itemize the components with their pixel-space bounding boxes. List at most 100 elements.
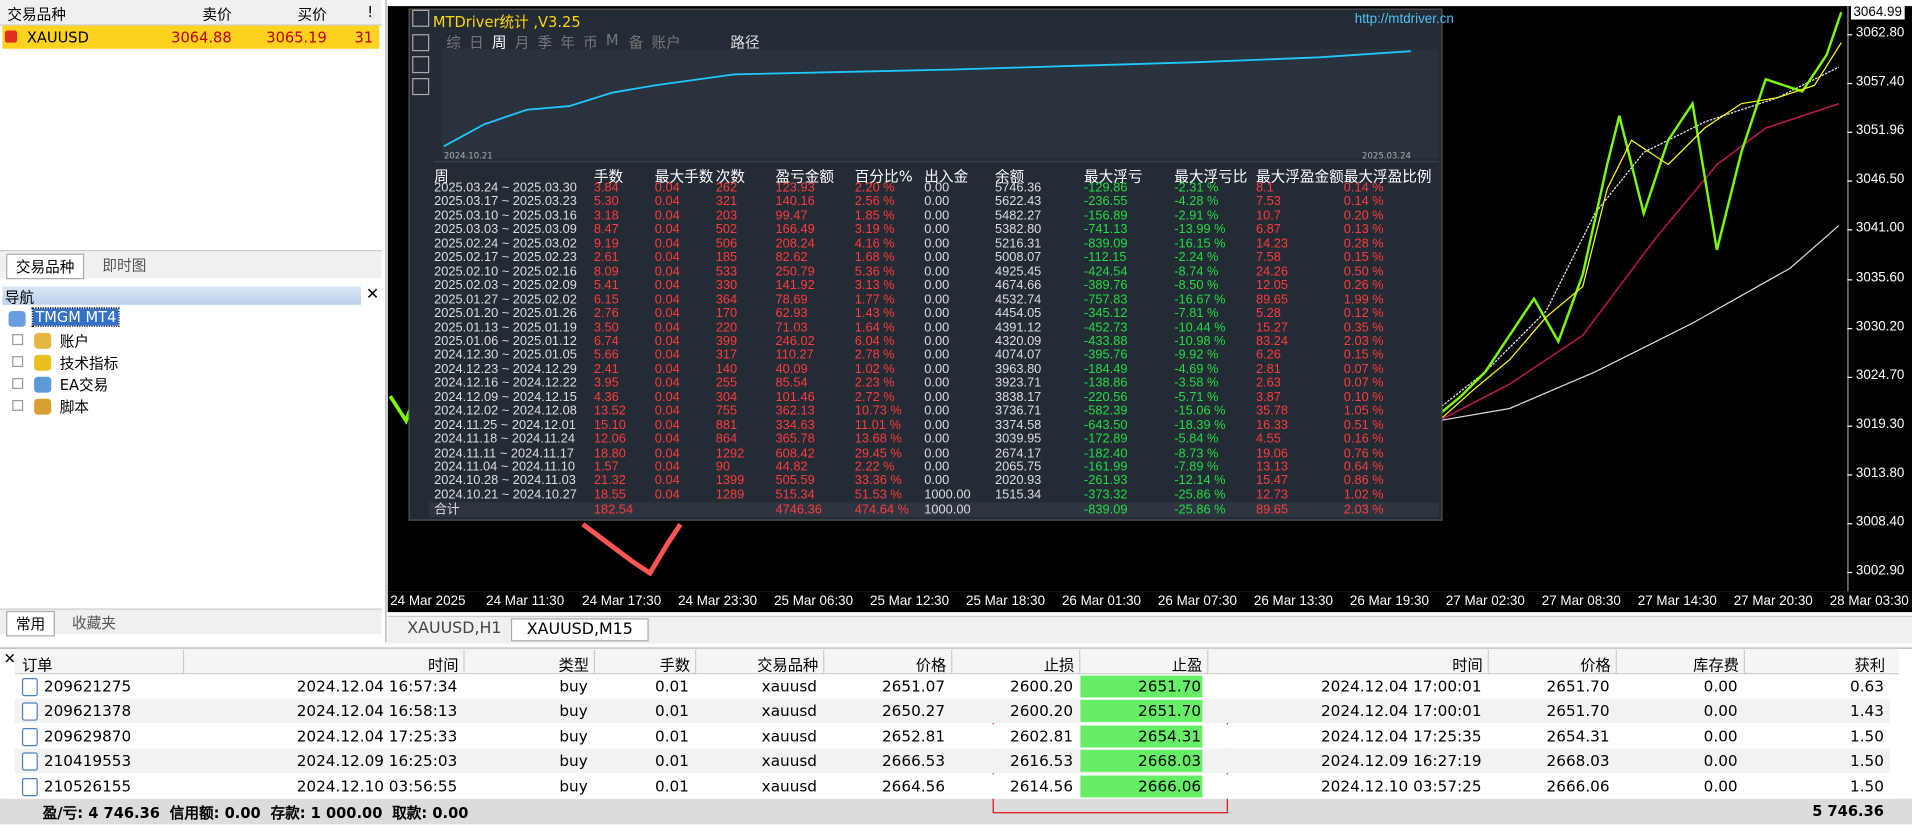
period-tab[interactable]: 日 bbox=[469, 34, 484, 52]
stats-cell: 0.04 bbox=[654, 431, 680, 447]
stats-header: 周 bbox=[434, 168, 449, 186]
stats-cell: 502 bbox=[715, 222, 738, 237]
stats-cell: 7.53 bbox=[1255, 194, 1281, 210]
stats-cell: 0.04 bbox=[654, 417, 680, 433]
panel-button[interactable] bbox=[412, 9, 430, 27]
row-bg bbox=[14, 674, 1891, 699]
stats-cell: 2025.02.03 ~ 2025.02.09 bbox=[434, 278, 577, 293]
time-label: 27 Mar 20:30 bbox=[1733, 593, 1813, 609]
period-tab[interactable]: M bbox=[605, 31, 619, 49]
symbol-icon bbox=[4, 30, 18, 43]
stats-cell: 330 bbox=[715, 278, 738, 293]
stats-total: -839.09 bbox=[1084, 502, 1128, 518]
order-cell: 2024.12.10 03:57:25 bbox=[1320, 776, 1482, 795]
tp-cell-bg bbox=[1080, 725, 1203, 748]
tab[interactable]: 常用 bbox=[6, 610, 55, 637]
tree-expander bbox=[12, 399, 24, 411]
time-label: 25 Mar 18:30 bbox=[965, 593, 1046, 609]
stats-cell: 82.62 bbox=[775, 250, 808, 265]
stats-header: 余额 bbox=[995, 168, 1025, 186]
time-label: 25 Mar 12:30 bbox=[870, 593, 950, 609]
period-tab[interactable]: 备 bbox=[628, 34, 644, 52]
order-cell: 2654.31 bbox=[1546, 726, 1610, 745]
stats-cell: 2.41 bbox=[593, 361, 619, 377]
stats-cell: 506 bbox=[715, 236, 738, 251]
order-icon bbox=[21, 752, 38, 771]
tab[interactable]: 交易品种 bbox=[6, 253, 85, 280]
stats-cell: -12.14 % bbox=[1174, 473, 1226, 489]
stats-cell: 1.02 % bbox=[854, 361, 895, 377]
stats-cell: 2.63 bbox=[1255, 375, 1281, 391]
tree-item[interactable]: 账户 bbox=[59, 332, 90, 350]
column-header: 类型 bbox=[558, 656, 589, 675]
period-tab[interactable]: 周 bbox=[491, 34, 507, 52]
stats-cell: 0.00 bbox=[924, 334, 950, 349]
price-label: 3051.96 bbox=[1855, 123, 1905, 139]
stats-cell: 170 bbox=[715, 306, 738, 321]
period-tab[interactable]: 币 bbox=[583, 34, 598, 52]
stats-cell: 2024.11.25 ~ 2024.12.01 bbox=[434, 417, 576, 433]
stats-total: 89.65 bbox=[1255, 502, 1289, 518]
price-label: 3013.80 bbox=[1855, 465, 1905, 481]
stats-cell: 85.54 bbox=[775, 375, 808, 391]
tree-item[interactable]: TMGM MT4 bbox=[31, 307, 121, 327]
chart-tab[interactable]: XAUUSD,M15 bbox=[510, 618, 649, 642]
panel-button[interactable] bbox=[412, 78, 430, 96]
stats-cell: 0.28 % bbox=[1343, 236, 1384, 251]
stats-cell: 62.93 bbox=[775, 306, 808, 321]
stats-cell: -8.50 % bbox=[1174, 278, 1219, 293]
moving-average bbox=[1438, 102, 1840, 422]
stats-cell: 2025.02.17 ~ 2025.02.23 bbox=[434, 250, 577, 265]
period-tab[interactable]: 年 bbox=[560, 34, 575, 52]
stats-cell: 4.16 % bbox=[854, 236, 895, 251]
panel-button[interactable] bbox=[412, 56, 430, 74]
path-tab[interactable]: 路径 bbox=[730, 34, 760, 52]
stats-cell: 13.52 bbox=[593, 403, 626, 419]
column-header: 止盈 bbox=[1171, 656, 1203, 675]
tree-item[interactable]: 脚本 bbox=[59, 398, 90, 416]
stats-cell: 2025.03.03 ~ 2025.03.09 bbox=[434, 222, 577, 237]
stats-cell: 5.66 bbox=[593, 348, 619, 363]
period-tab[interactable]: 月 bbox=[514, 34, 530, 52]
order-cell: 0.63 bbox=[1850, 676, 1884, 696]
period-tab[interactable]: 季 bbox=[537, 34, 553, 52]
time-label: 26 Mar 19:30 bbox=[1349, 593, 1429, 609]
stats-cell: 1.05 % bbox=[1343, 403, 1384, 419]
panel-button[interactable] bbox=[412, 34, 430, 52]
order-cell: 0.00 bbox=[1703, 701, 1738, 720]
order-cell: 1.50 bbox=[1850, 726, 1884, 745]
stats-total: -25.86 % bbox=[1174, 502, 1226, 518]
tab[interactable]: 收藏夹 bbox=[71, 614, 116, 632]
column-divider bbox=[695, 649, 697, 674]
column-header: 库存费 bbox=[1693, 656, 1739, 675]
period-tab[interactable]: 综 bbox=[446, 34, 461, 52]
chart-tab[interactable]: XAUUSD,H1 bbox=[407, 619, 502, 638]
order-cell: 2651.07 bbox=[881, 676, 946, 696]
tp-cell-bg bbox=[1080, 775, 1203, 797]
stats-cell: 0.00 bbox=[924, 278, 950, 293]
close-icon[interactable]: ✕ bbox=[365, 285, 380, 304]
order-cell: 2024.12.04 17:00:01 bbox=[1320, 676, 1482, 696]
moving-average bbox=[1438, 42, 1842, 422]
stats-cell: 101.46 bbox=[775, 389, 815, 405]
close-icon[interactable]: ✕ bbox=[3, 649, 16, 668]
stats-cell: -236.55 bbox=[1084, 194, 1128, 210]
price-tick bbox=[1847, 180, 1853, 183]
equity-line bbox=[443, 50, 1411, 148]
column-divider bbox=[593, 649, 596, 674]
tree-item[interactable]: 技术指标 bbox=[59, 354, 119, 372]
stats-cell: 0.00 bbox=[924, 306, 950, 321]
order-icon bbox=[21, 727, 38, 747]
tree-item[interactable]: EA交易 bbox=[59, 376, 109, 394]
stats-cell: 0.10 % bbox=[1343, 389, 1384, 405]
order-cell: 2024.12.04 16:58:13 bbox=[296, 701, 458, 720]
tab[interactable]: 即时图 bbox=[102, 257, 147, 275]
price-label: 3019.30 bbox=[1855, 416, 1905, 432]
stats-cell: 11.01 % bbox=[854, 417, 901, 433]
stats-cell: 10.73 % bbox=[854, 403, 902, 419]
stats-cell: 2065.75 bbox=[995, 459, 1042, 475]
order-cell: 0.00 bbox=[1703, 726, 1738, 745]
stats-cell: 8.09 bbox=[593, 264, 619, 279]
stats-cell: 255 bbox=[715, 375, 738, 391]
period-tab[interactable]: 账户 bbox=[651, 34, 681, 52]
